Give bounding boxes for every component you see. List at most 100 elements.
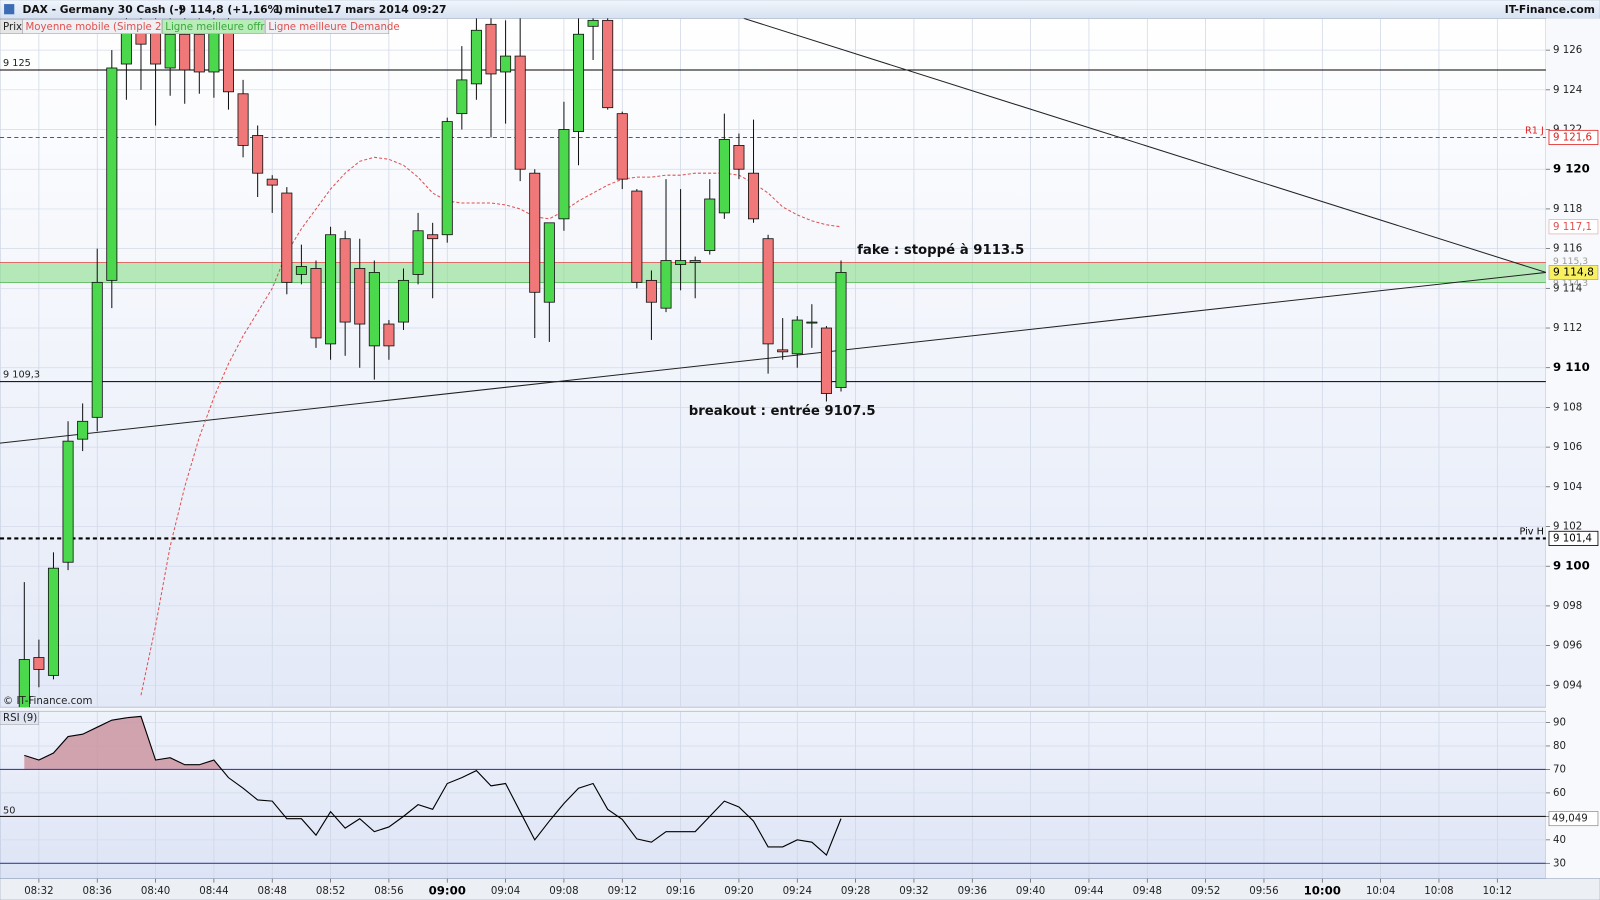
rsi-last-label: 49,049 [1552,814,1588,825]
x-tick-label: 08:36 [83,886,112,897]
x-tick-label: 10:04 [1366,886,1395,897]
candle-body [470,29,482,85]
y-tick-label: 9 110 [1553,360,1590,374]
annotation: fake : stoppé à 9113.5 [857,242,1024,258]
candle-body [397,279,410,323]
date: 17 mars 2014 09:27 [327,3,447,16]
candle-body [106,67,118,281]
y-tick-label: 9 100 [1553,559,1590,573]
x-tick-label: 10:08 [1424,886,1453,897]
candle-body [485,23,497,75]
candle-body [62,440,74,563]
candle-body [660,260,672,309]
x-tick-label: 09:32 [899,886,928,897]
ma-box [1548,219,1599,235]
legend-box [161,19,265,34]
level-label: 9 125 [3,58,31,69]
trend-line [743,18,1546,273]
labels: 08:32 08:36 08:40 08:44 08:48 08:52 08:56 09:00… [3,45,1599,897]
candle-body [281,192,293,283]
brand: IT-Finance.com [1505,3,1595,16]
candle-body [733,144,745,170]
app-icon [4,4,15,15]
legend-entry[interactable]: Ligne meilleure Demande [268,22,399,33]
x-tick-label: 08:40 [141,886,170,897]
candle-body [689,260,701,263]
legend-entry[interactable]: Prix [3,22,22,33]
candle-body [412,230,424,275]
y-tick-label: 9 098 [1553,601,1582,612]
band-label: 9 115,3 [1553,256,1588,267]
y-tick-label: 9 106 [1553,442,1582,453]
y-tick-label: 90 [1553,717,1566,728]
candle-body [325,234,337,345]
legend-box [265,19,390,34]
candle-body [266,178,278,186]
price-marks [0,18,1546,708]
candle-body [820,327,832,394]
candle-body [150,29,162,65]
candle-body [572,33,585,132]
level-box [1548,530,1599,546]
x-tick-label: 09:48 [1133,886,1162,897]
y-tick-label: 9 104 [1553,482,1582,493]
level-box [1548,129,1599,146]
candle-body [543,222,555,303]
x-tick-label: 09:28 [841,886,870,897]
candle-body [587,19,599,27]
candle-body [456,79,468,115]
x-tick-label: 09:56 [1249,886,1278,897]
rsi-marks [0,715,1546,864]
candle-body [791,319,803,355]
ma-last-label: 9 117,1 [1553,222,1592,233]
x-tick-label: 09:36 [958,886,987,897]
candle-body [718,139,730,214]
y-tick-label: 9 120 [1553,162,1590,176]
candle-body [18,659,30,708]
trend-line [0,271,1546,444]
candle-body [354,268,366,325]
candle-body [529,172,541,293]
candle-body [222,23,234,93]
y-tick-label: 30 [1553,858,1566,869]
level-label: 9 121,6 [1553,132,1592,143]
x-tick-label: 09:04 [491,886,520,897]
y-tick-label: 9 124 [1553,85,1582,96]
x-tick-label: 09:40 [1016,886,1045,897]
x-tick-label: 08:52 [316,886,345,897]
rsi-box [1548,811,1599,827]
candle-body [310,268,322,339]
x-tick-label: 09:08 [549,886,578,897]
x-tick-label: 10:00 [1304,883,1341,897]
y-tick-label: 9 102 [1553,522,1582,533]
candle-body [631,190,643,283]
y-tick-label: 60 [1553,788,1566,799]
time-axis-area [0,878,1600,900]
legend-entry[interactable]: Moyenne mobile (Simple 20) [26,22,172,33]
candle-body [602,19,614,109]
candle-body [835,272,847,388]
candle-body [164,33,176,69]
candle-body [806,321,818,324]
candle-body [777,349,789,353]
band-label: 9 114,3 [1553,278,1588,289]
candle-body [91,281,103,418]
candle-body [645,279,657,303]
y-tick-label: 40 [1553,835,1566,846]
annotation: breakout : entrée 9107.5 [689,403,876,419]
candle-body [748,172,760,220]
price-panel [0,18,1547,708]
rsi-overbought-area [24,716,842,770]
legend-entry[interactable]: Ligne meilleure offre [165,22,270,33]
y-tick-label: 9 126 [1553,45,1582,56]
x-tick-label: 09:12 [608,886,637,897]
x-tick-label: 08:56 [374,886,403,897]
watermark: © IT-Finance.com [3,696,92,707]
candle-body [762,238,774,345]
y-tick-label: 80 [1553,741,1566,752]
candle-body [295,266,307,275]
x-tick-label: 09:16 [666,886,695,897]
x-tick-label: 09:20 [724,886,753,897]
